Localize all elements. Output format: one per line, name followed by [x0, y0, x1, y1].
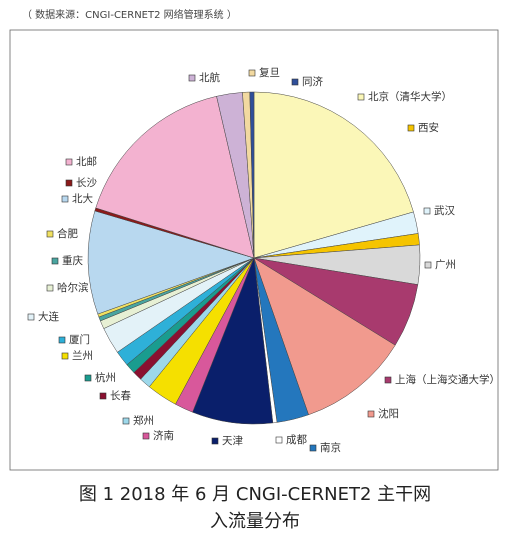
- pie-slice: [249, 91, 255, 259]
- slice-label: 大连: [38, 310, 59, 323]
- slice-label: 南京: [320, 441, 341, 454]
- legend-swatch: [367, 410, 375, 418]
- legend-swatch: [65, 158, 73, 166]
- slice-label: 天津: [222, 435, 243, 447]
- legend-swatch: [61, 195, 69, 203]
- legend-swatch: [46, 230, 54, 238]
- slice-label: 重庆: [62, 254, 83, 267]
- slice-label: 武汉: [434, 204, 455, 217]
- legend-swatch: [423, 207, 431, 215]
- pie-slice: [87, 210, 255, 315]
- slice-label: 上海（上海交通大学）: [395, 373, 500, 386]
- legend-swatch: [384, 376, 392, 384]
- legend-swatch: [142, 432, 150, 440]
- legend-swatch: [61, 352, 69, 360]
- slice-label: 哈尔滨: [57, 281, 89, 294]
- source-note: （ 数据来源：CNGI-CERNET2 网络管理系统 ）: [22, 8, 237, 21]
- legend-swatch: [58, 336, 66, 344]
- legend-swatch: [84, 374, 92, 382]
- legend-swatch: [65, 179, 73, 187]
- slice-label: 西安: [418, 121, 439, 134]
- legend-swatch: [188, 74, 196, 82]
- legend-swatch: [424, 261, 432, 269]
- slice-label: 长沙: [76, 177, 97, 189]
- legend-swatch: [211, 437, 219, 445]
- legend-swatch: [46, 284, 54, 292]
- legend-swatch: [27, 313, 35, 321]
- slice-label: 长春: [110, 390, 131, 402]
- slice-label: 济南: [153, 429, 174, 442]
- legend-swatch: [275, 436, 283, 444]
- slice-label: 复旦: [259, 66, 280, 79]
- slice-label: 郑州: [133, 414, 154, 427]
- caption-line: 图 1 2018 年 6 月 CNGI-CERNET2 主干网: [79, 484, 431, 505]
- slice-label: 合肥: [57, 227, 78, 240]
- legend-swatch: [309, 444, 317, 452]
- pie-slice: [95, 95, 255, 259]
- slice-label: 北大: [72, 192, 93, 205]
- slice-label: 广州: [435, 259, 456, 271]
- chart-frame: [9, 29, 499, 471]
- slice-label: 北航: [199, 71, 220, 84]
- slice-label: 厦门: [69, 333, 90, 346]
- slice-label: 杭州: [95, 371, 116, 384]
- pie-slice: [253, 257, 396, 416]
- pie-slice: [253, 91, 414, 259]
- slice-label: 同济: [302, 75, 323, 88]
- legend-swatch: [357, 93, 365, 101]
- slice-label: 北邮: [76, 155, 97, 168]
- caption-line: 入流量分布: [210, 511, 300, 532]
- legend-swatch: [291, 78, 299, 86]
- legend-swatch: [51, 257, 59, 265]
- slice-label: 沈阳: [378, 407, 399, 420]
- slice-label: 兰州: [72, 349, 93, 362]
- pie: [87, 91, 421, 425]
- legend-swatch: [248, 69, 256, 77]
- legend-swatch: [99, 392, 107, 400]
- legend-swatch: [407, 124, 415, 132]
- slice-label: 北京（清华大学）: [368, 90, 452, 103]
- slice-label: 成都: [286, 434, 307, 446]
- legend-swatch: [122, 417, 130, 425]
